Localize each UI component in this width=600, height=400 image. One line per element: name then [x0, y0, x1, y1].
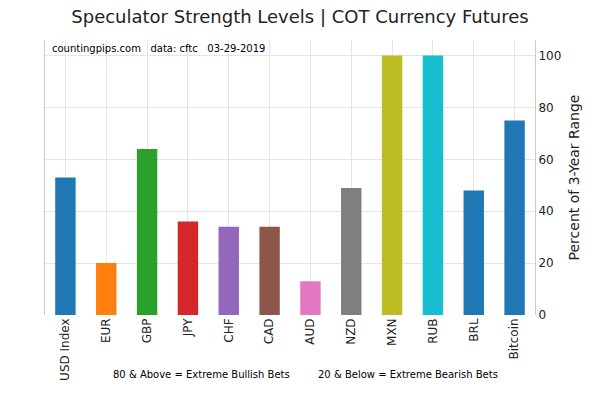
svg-text:AUD: AUD	[303, 318, 317, 344]
svg-text:20 & Below = Extreme Bearish B: 20 & Below = Extreme Bearish Bets	[318, 369, 498, 380]
svg-text:NZD: NZD	[344, 318, 358, 344]
svg-text:100: 100	[538, 49, 561, 63]
svg-text:80: 80	[538, 101, 553, 115]
svg-text:USD Index: USD Index	[58, 318, 72, 381]
svg-text:RUB: RUB	[426, 318, 440, 343]
svg-text:40: 40	[538, 204, 553, 218]
svg-text:Bitcoin: Bitcoin	[507, 318, 521, 359]
svg-text:BRL: BRL	[467, 318, 481, 342]
svg-text:MXN: MXN	[385, 318, 399, 346]
svg-text:countingpips.com data: cftc: countingpips.com data: cftc 03-29-2019	[52, 43, 265, 54]
svg-text:Speculator Strength Levels | C: Speculator Strength Levels | COT Currenc…	[71, 6, 528, 27]
svg-text:CHF: CHF	[222, 318, 236, 342]
svg-text:Percent of 3-Year Range: Percent of 3-Year Range	[566, 95, 582, 261]
svg-text:20: 20	[538, 256, 553, 270]
svg-text:60: 60	[538, 153, 553, 167]
svg-text:GBP: GBP	[140, 318, 154, 343]
svg-text:JPY: JPY	[181, 318, 195, 338]
svg-text:EUR: EUR	[99, 318, 113, 343]
svg-text:0: 0	[538, 308, 546, 322]
svg-text:CAD: CAD	[262, 318, 276, 344]
svg-text:80 & Above = Extreme Bullish B: 80 & Above = Extreme Bullish Bets	[113, 369, 290, 380]
